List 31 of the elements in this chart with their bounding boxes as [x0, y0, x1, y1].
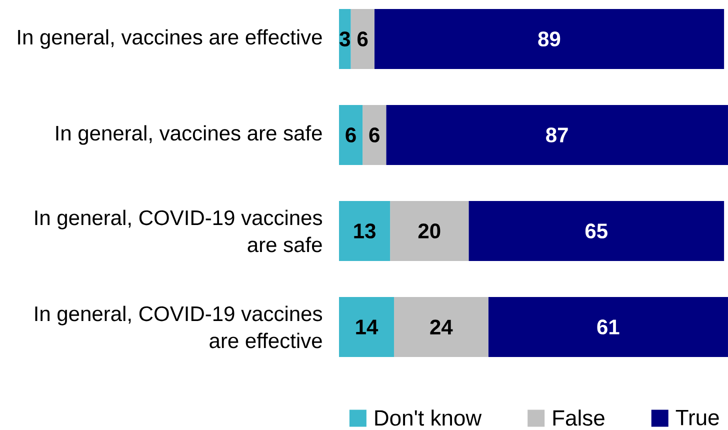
bar — [339, 296, 394, 357]
data-label: 20 — [418, 224, 440, 238]
y-tick-label: In general, vaccines are safe — [56, 125, 322, 145]
y-tick-label: In general, COVID-19 vaccines are safe — [35, 210, 322, 252]
y-tick-label: In general, vaccines are effective — [18, 29, 322, 49]
data-label: 13 — [354, 224, 376, 238]
bar — [339, 9, 351, 69]
data-label: 24 — [430, 320, 453, 334]
data-label: 87 — [546, 128, 568, 142]
data-label: 6 — [346, 128, 356, 142]
data-label: 6 — [358, 32, 368, 46]
bar — [390, 200, 469, 261]
bar — [339, 200, 390, 261]
data-label: 61 — [597, 320, 620, 334]
data-label: 65 — [585, 224, 608, 238]
bar — [350, 9, 374, 69]
bar — [374, 9, 724, 69]
legend-label: False — [553, 410, 604, 426]
data-label: 89 — [538, 32, 560, 46]
y-tick-label: In general, COVID-19 vaccines are effective — [35, 306, 322, 348]
bar — [339, 104, 363, 165]
data-label: 3 — [340, 32, 350, 46]
bar — [468, 200, 724, 261]
data-label: 6 — [369, 128, 380, 142]
legend-label: True — [676, 410, 719, 426]
bar — [386, 104, 728, 165]
bar — [394, 296, 488, 357]
data-label: 14 — [356, 320, 378, 334]
bar — [362, 104, 386, 165]
bar — [488, 296, 728, 357]
legend-label: Don't know — [375, 410, 482, 426]
